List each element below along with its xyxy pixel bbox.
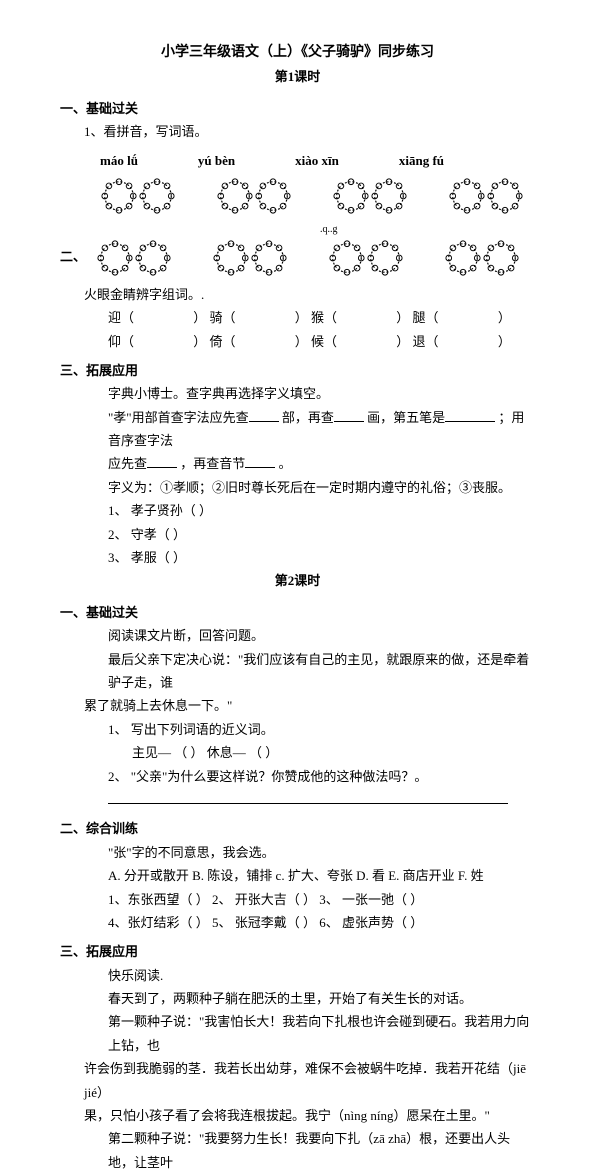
s3-p2: "孝"用部首查字法应先查 部，再查 画，第五笔是 ；用音序查字法 [108, 406, 535, 453]
mid-text: .q..g [320, 221, 535, 239]
q1-label: 1、看拼音，写词语。 [84, 120, 535, 143]
s3-i3: 3、 孝服（ ） [108, 546, 535, 569]
s6-p1: 快乐阅读. [108, 964, 535, 987]
scallop-icon [138, 177, 176, 215]
char-hou: ） 猴（ [295, 310, 337, 325]
q2-label: 火眼金睛辨字组词。. [84, 283, 535, 306]
circle-pair [96, 239, 172, 277]
text: 部，再查 [282, 410, 334, 425]
circle-pair [448, 177, 524, 215]
scallop-icon [254, 177, 292, 215]
answer-line [108, 788, 535, 811]
word-row-2: 仰（ ） 倚（ ） 候（ ） 退（ ） [108, 330, 535, 353]
circle-pair [216, 177, 292, 215]
section-3-head: 三、拓展应用 [60, 359, 535, 382]
s5-i2: 4、张灯结彩（ ） 5、 张冠李戴（ ） 6、 虚张声势（ ） [108, 911, 535, 934]
reading-1: 春天到了，两颗种子躺在肥沃的土里，开始了有关生长的对话。 [108, 987, 535, 1010]
s4-p3: 累了就骑上去休息一下。" [84, 694, 535, 717]
lesson-2-title: 第2课时 [60, 569, 535, 592]
pinyin-3: xiào xīn [295, 149, 339, 172]
char-ying: 迎（ [108, 310, 134, 325]
section-4-head: 一、基础过关 [60, 601, 535, 624]
s4-q2: 2、 "父亲"为什么要这样说？你赞成他的这种做法吗？。 [108, 765, 535, 788]
lesson-1-title: 第1课时 [60, 65, 535, 88]
close-paren: ） [498, 334, 511, 349]
s3-i1: 1、 孝子贤孙（ ） [108, 499, 535, 522]
circle-pair [444, 239, 520, 277]
section-1-head: 一、基础过关 [60, 97, 535, 120]
pinyin-2: yú bèn [198, 149, 235, 172]
pinyin-4: xiāng fú [399, 149, 444, 172]
s5-p1: "张"字的不同意思，我会选。 [108, 841, 535, 864]
scallop-icon [370, 177, 408, 215]
s3-p3: 应先查 ，再查音节 。 [108, 452, 535, 475]
char-qi: ） 骑（ [193, 310, 235, 325]
scallop-icon [328, 239, 366, 277]
text: ，再查音节 [180, 456, 245, 471]
scallop-icon [482, 239, 520, 277]
word-row-1: 迎（ ） 骑（ ） 猴（ ） 腿（ ） [108, 306, 535, 329]
char-tui: ） 腿（ [396, 310, 438, 325]
section-2-head: 二、 [60, 245, 86, 268]
char-tui2: ） 退（ [396, 334, 438, 349]
s4-p1: 阅读课文片断，回答问题。 [108, 624, 535, 647]
s3-i2: 2、 守孝（ ） [108, 523, 535, 546]
reading-2: 第一颗种子说："我害怕长大！我若向下扎根也许会碰到硬石。我若用力向上钻，也 [108, 1010, 535, 1057]
pinyin-1: máo lǘ [100, 149, 138, 172]
scallop-icon [366, 239, 404, 277]
text: "孝"用部首查字法应先查 [108, 410, 249, 425]
scallop-icon [96, 239, 134, 277]
scallop-icon [216, 177, 254, 215]
s3-p4: 字义为：①孝顺；②旧时尊长死后在一定时期内遵守的礼俗；③丧服。 [108, 476, 535, 499]
scallop-icon [134, 239, 172, 277]
page-title: 小学三年级语文（上）《父子骑驴》同步练习 [60, 40, 535, 65]
s5-p2: A. 分开或散开 B. 陈设，铺排 c. 扩大、夸张 D. 看 E. 商店开业 … [108, 864, 535, 887]
reading-5: 第二颗种子说："我要努力生长！我要向下扎（zā zhā）根，还要出人头地，让茎叶 [108, 1127, 535, 1174]
scallop-icon [100, 177, 138, 215]
circle-pair [332, 177, 408, 215]
text: 。 [279, 456, 292, 471]
close-paren: ） [498, 310, 511, 325]
s3-p1: 字典小博士。查字典再选择字义填空。 [108, 382, 535, 405]
s5-i1: 1、东张西望（ ） 2、 开张大吉（ ） 3、 一张一弛（ ） [108, 888, 535, 911]
scallop-icon [332, 177, 370, 215]
pinyin-row: máo lǘ yú bèn xiào xīn xiāng fú [100, 149, 535, 172]
circle-pair [328, 239, 404, 277]
scallop-icon [444, 239, 482, 277]
char-yi: ） 倚（ [193, 334, 235, 349]
char-hou2: ） 候（ [295, 334, 337, 349]
scallop-icon [212, 239, 250, 277]
circles-row-2 [96, 239, 520, 277]
scallop-icon [250, 239, 288, 277]
text: 画，第五笔是 [367, 410, 445, 425]
circle-pair [212, 239, 288, 277]
reading-4: 果，只怕小孩子看了会将我连根拔起。我宁（nìng níng）愿呆在土里。" [84, 1104, 535, 1127]
s4-p2: 最后父亲下定决心说："我们应该有自己的主见，就跟原来的做，还是牵着驴子走，谁 [108, 648, 535, 695]
circle-pair [100, 177, 176, 215]
circles-row-1 [100, 177, 535, 215]
char-yang: 仰（ [108, 334, 134, 349]
section-6-head: 三、拓展应用 [60, 940, 535, 963]
scallop-icon [486, 177, 524, 215]
s4-q1a: 主见— （ ） 休息— （ ） [132, 741, 535, 764]
reading-3: 许会伤到我脆弱的茎．我若长出幼芽，难保不会被蜗牛吃掉．我若开花结（jiē jié… [84, 1057, 535, 1104]
scallop-icon [448, 177, 486, 215]
text: 应先查 [108, 456, 147, 471]
s4-q1: 1、 写出下列词语的近义词。 [108, 718, 535, 741]
section-5-head: 二、综合训练 [60, 817, 535, 840]
